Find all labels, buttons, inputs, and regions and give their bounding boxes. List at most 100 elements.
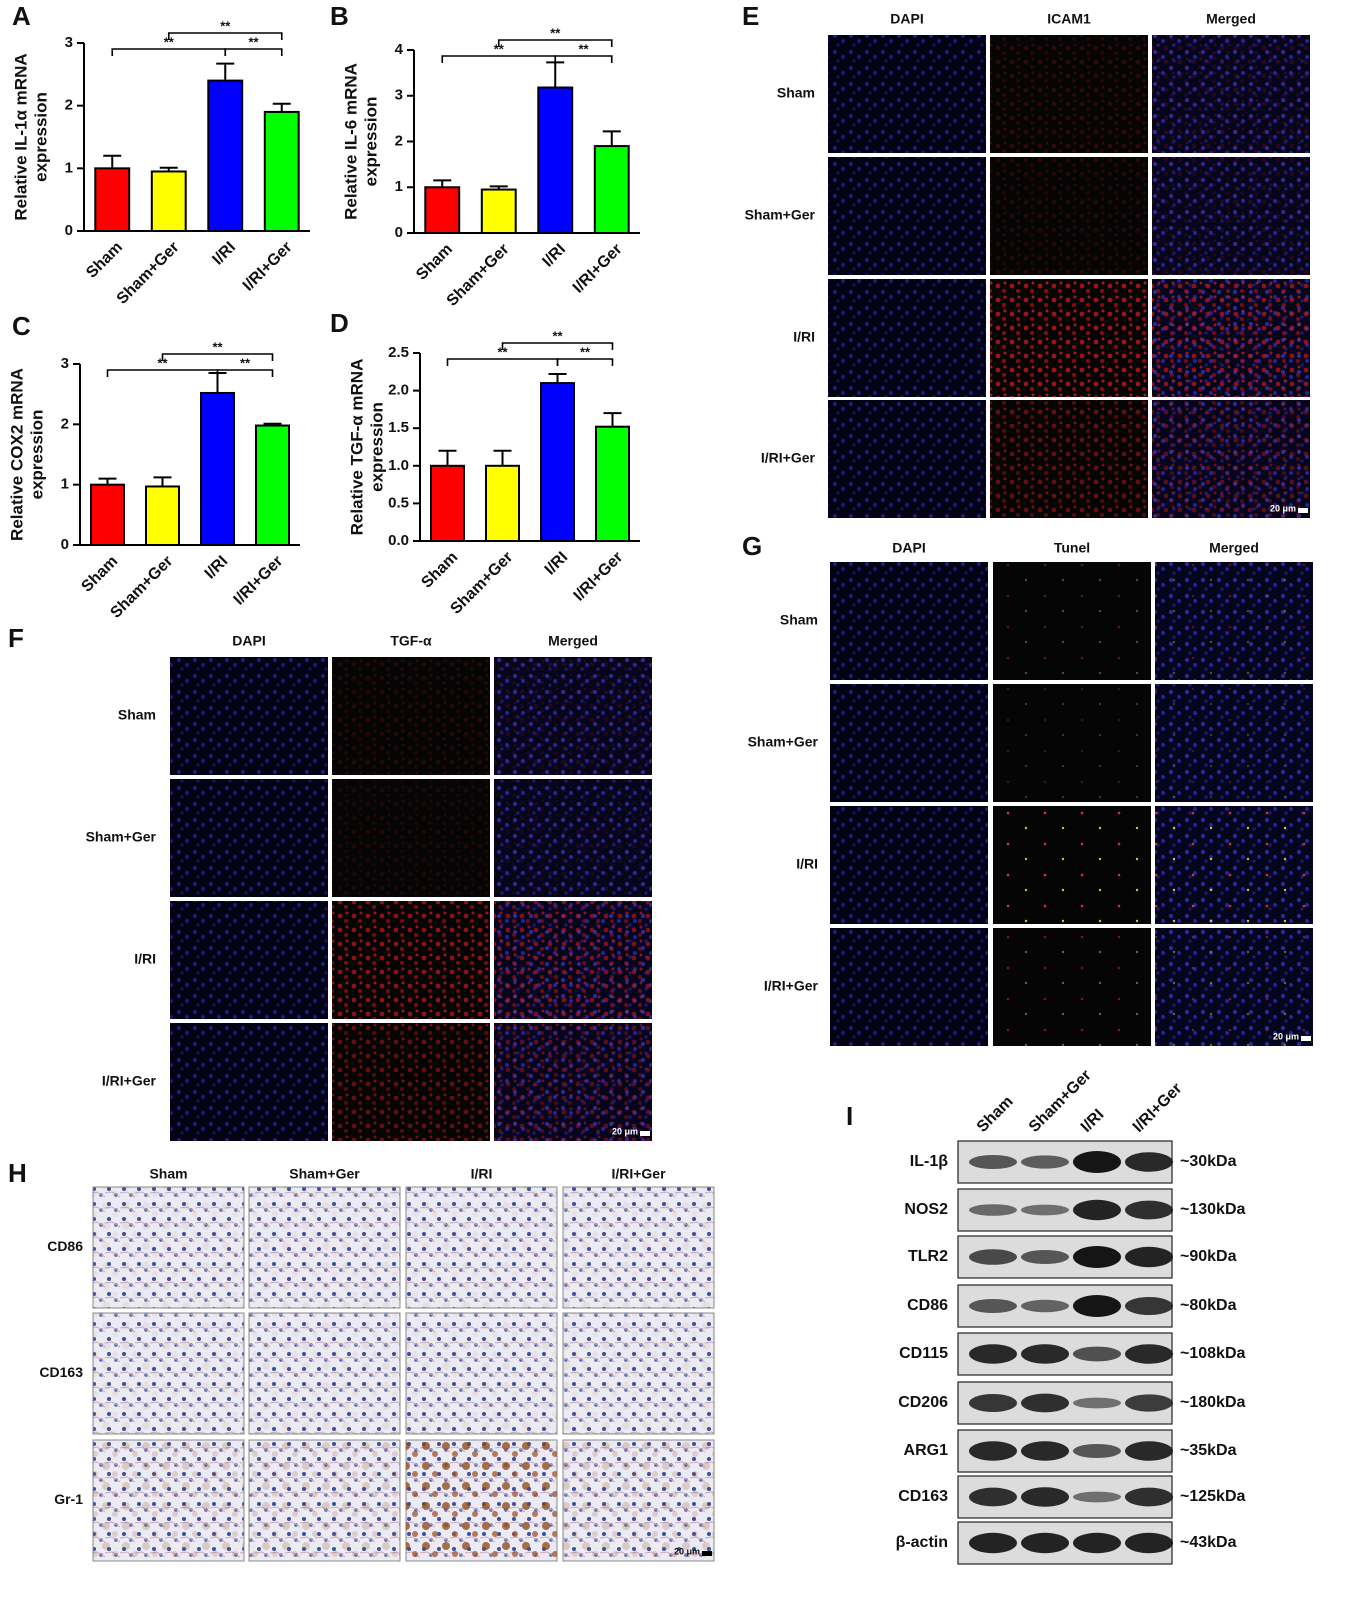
row-label: I/RI+Ger — [764, 978, 819, 994]
bar — [94, 167, 131, 232]
y-axis-label: expression — [361, 97, 380, 187]
signal-overlay — [332, 901, 490, 1019]
y-tick-label: 2 — [65, 97, 73, 114]
panel-label: G — [742, 531, 762, 561]
protein-label: CD163 — [898, 1488, 948, 1505]
size-label: ~125kDa — [1180, 1488, 1245, 1505]
micrograph — [170, 1023, 328, 1141]
row-label: CD86 — [47, 1238, 83, 1254]
protein-label: CD115 — [899, 1345, 948, 1362]
protein-label: NOS2 — [904, 1201, 948, 1218]
blot-band — [969, 1204, 1017, 1216]
bar — [150, 170, 187, 232]
row-label: Sham+Ger — [86, 829, 157, 845]
blot-band — [1125, 1297, 1173, 1315]
blot-band — [969, 1441, 1017, 1461]
blot-band — [969, 1344, 1017, 1364]
signal-overlay — [494, 779, 652, 897]
significance-bracket — [554, 55, 613, 63]
stain-overlay — [406, 1313, 557, 1434]
bar — [593, 145, 630, 234]
y-tick-label: 1 — [65, 159, 73, 176]
blot-band — [1021, 1204, 1069, 1216]
significance-label: ** — [580, 344, 591, 359]
column-header: Tunel — [1054, 540, 1090, 556]
blot-band — [1073, 1246, 1121, 1268]
blot-band — [1073, 1151, 1121, 1173]
signal-overlay — [1155, 806, 1313, 924]
blot-band — [1073, 1491, 1121, 1503]
x-tick-label: I/RI — [539, 241, 569, 271]
micrograph — [830, 928, 988, 1046]
significance-bracket — [441, 55, 557, 63]
signal-overlay — [1155, 684, 1313, 802]
signal-overlay — [1152, 400, 1310, 518]
blot-band — [1073, 1199, 1121, 1221]
blot-band — [1125, 1532, 1173, 1554]
x-tick-label: I/RI+Ger — [240, 239, 296, 295]
blot-band — [1021, 1441, 1069, 1461]
lane-label: I/RI+Ger — [1130, 1080, 1186, 1136]
stain-overlay — [93, 1187, 244, 1308]
x-tick-label: I/RI — [542, 549, 572, 579]
row-label: I/RI+Ger — [761, 450, 816, 466]
micrograph — [170, 901, 328, 1019]
blot-band — [969, 1155, 1017, 1169]
column-header: DAPI — [232, 633, 265, 649]
size-label: ~130kDa — [1180, 1201, 1245, 1218]
y-tick-label: 4 — [395, 41, 404, 58]
stain-overlay — [93, 1440, 244, 1561]
dim-overlay — [170, 657, 328, 775]
micrograph — [170, 779, 328, 897]
protein-label: β-actin — [896, 1534, 948, 1551]
signal-overlay — [494, 1023, 652, 1141]
size-label: ~43kDa — [1180, 1534, 1237, 1551]
scale-bar — [1301, 1036, 1311, 1041]
panel-label: C — [12, 311, 31, 341]
row-label: I/RI — [134, 951, 156, 967]
micrograph — [828, 157, 986, 275]
micrograph — [828, 35, 986, 153]
row-label: Sham — [118, 707, 156, 723]
row-label: CD163 — [39, 1364, 83, 1380]
x-tick-label: I/RI — [202, 553, 232, 583]
dim-overlay — [830, 806, 988, 924]
scale-bar — [1298, 508, 1308, 513]
significance-label: ** — [240, 355, 251, 370]
y-tick-label: 2 — [61, 415, 69, 432]
size-label: ~108kDa — [1180, 1345, 1245, 1362]
blot-band — [969, 1394, 1017, 1412]
blot-band — [1073, 1346, 1121, 1362]
scale-bar — [702, 1551, 712, 1556]
significance-label: ** — [497, 344, 508, 359]
blot-band — [1125, 1487, 1173, 1507]
y-tick-label: 2.5 — [388, 344, 409, 361]
blot-band — [1073, 1532, 1121, 1554]
stain-overlay — [563, 1313, 714, 1434]
signal-overlay — [1155, 562, 1313, 680]
micrograph — [830, 684, 988, 802]
column-header: Sham — [149, 1166, 187, 1182]
bar — [90, 483, 125, 546]
blot-band — [969, 1487, 1017, 1507]
signal-overlay — [1152, 279, 1310, 397]
dim-overlay — [828, 157, 986, 275]
stain-overlay — [249, 1440, 400, 1561]
protein-label: ARG1 — [904, 1442, 949, 1459]
stain-overlay — [406, 1187, 557, 1308]
signal-overlay — [332, 779, 490, 897]
lane-label: I/RI — [1078, 1106, 1108, 1136]
bar — [480, 188, 517, 235]
y-tick-label: 1.0 — [388, 457, 409, 474]
significance-bracket — [446, 358, 559, 366]
micrograph — [828, 279, 986, 397]
stain-overlay — [406, 1440, 557, 1561]
blot-band — [1021, 1532, 1069, 1554]
significance-bracket — [497, 39, 613, 47]
x-tick-label: Sham — [418, 549, 461, 592]
signal-overlay — [332, 1023, 490, 1141]
y-axis-label: Relative TGF-α mRNA — [347, 359, 366, 536]
column-header: Merged — [1209, 540, 1259, 556]
blot-band — [1125, 1344, 1173, 1364]
